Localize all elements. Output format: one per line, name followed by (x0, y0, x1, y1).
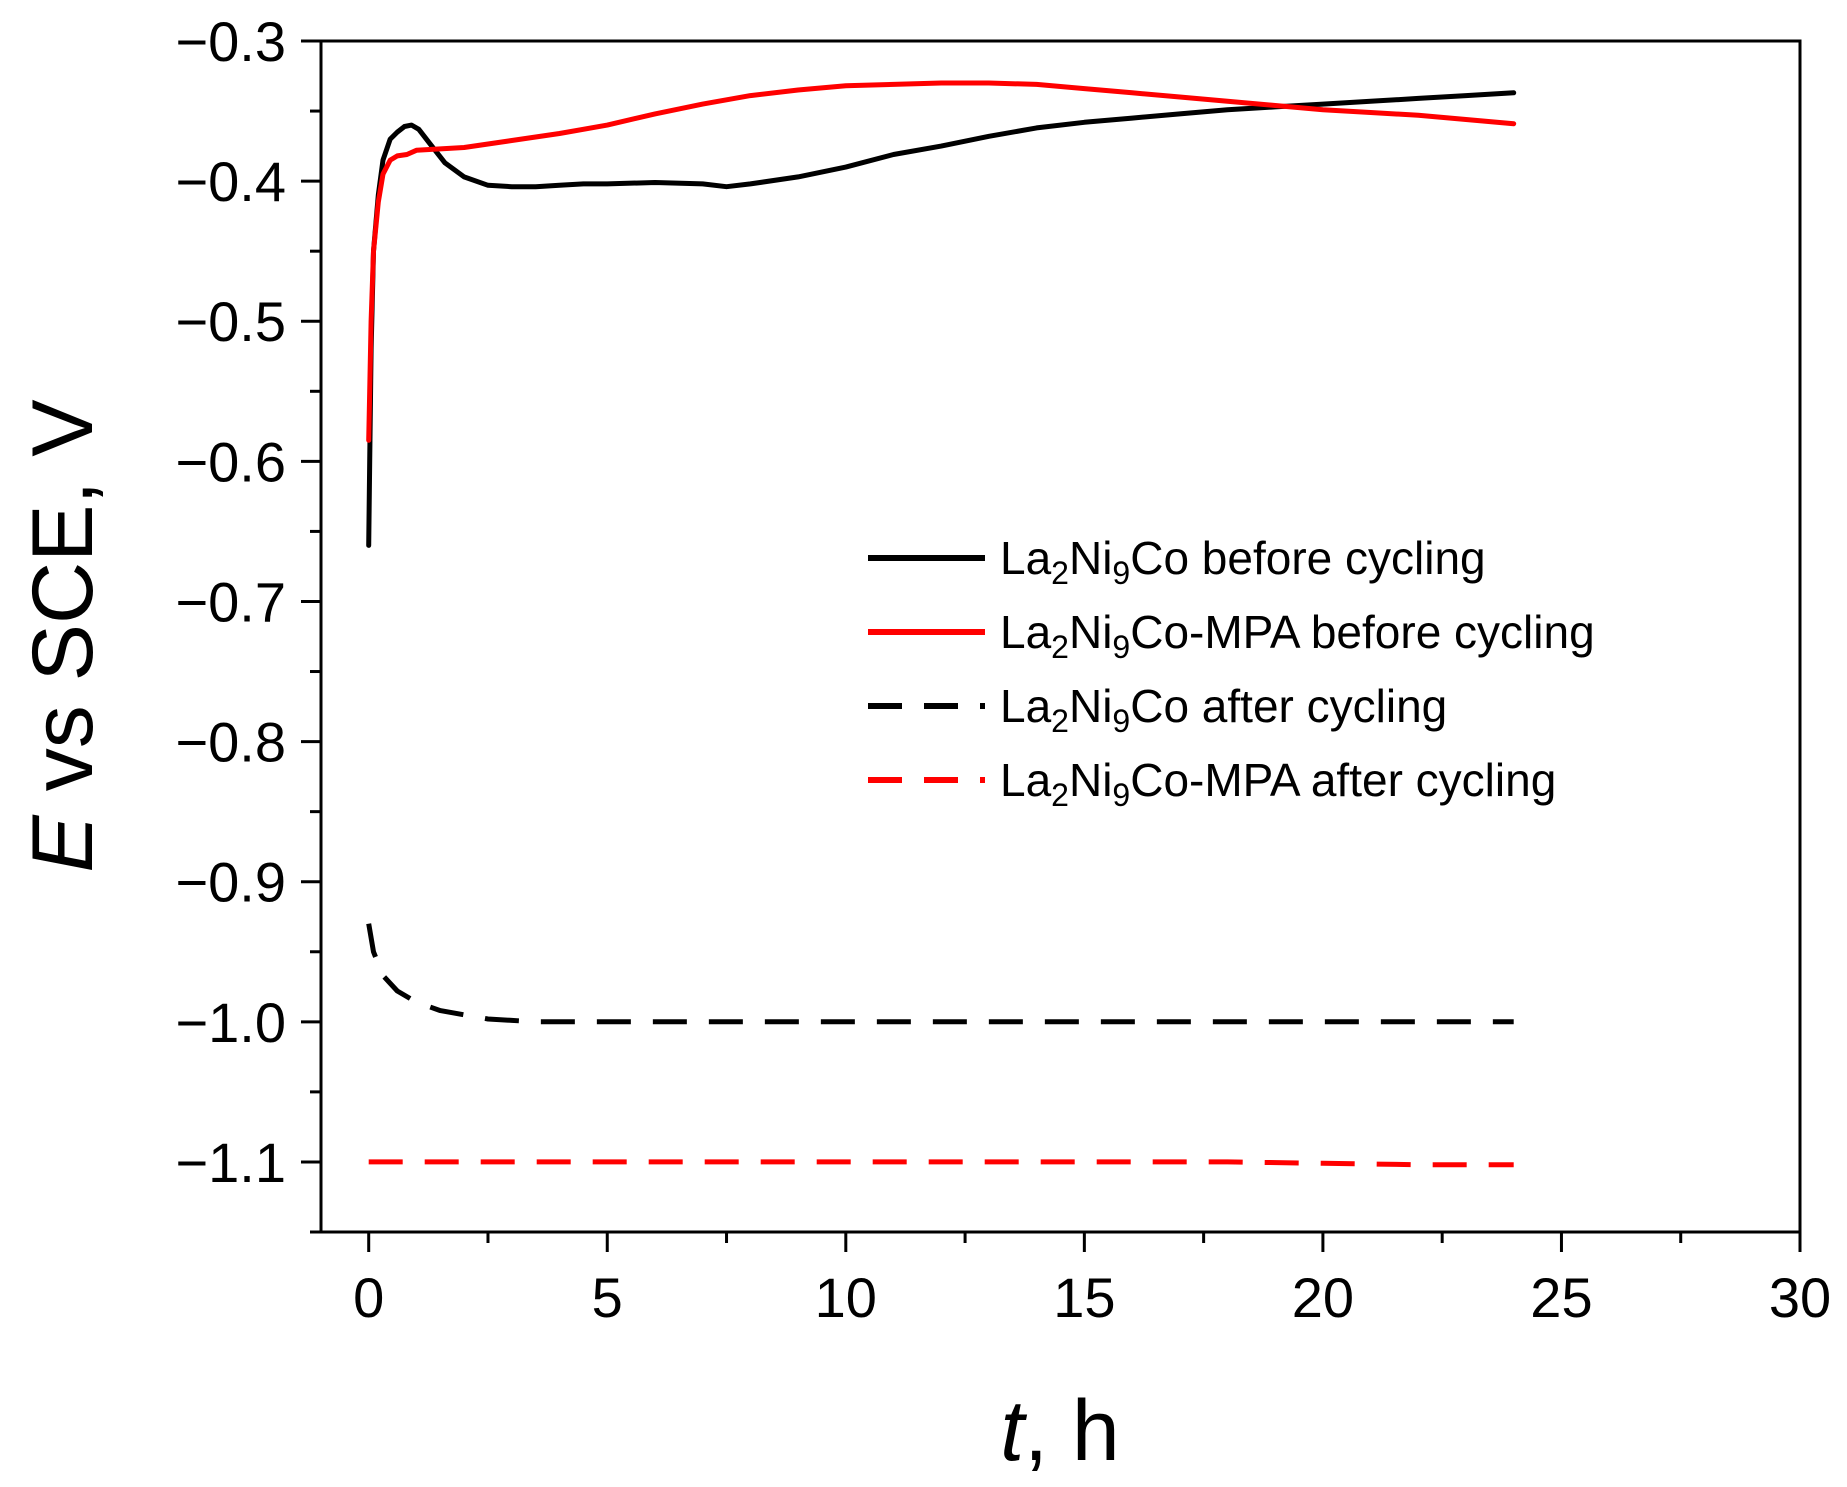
x-axis-unit: , h (1024, 1383, 1120, 1479)
legend-label-part: Co after cycling (1130, 680, 1447, 732)
legend-label-2: La2Ni9Co-MPA before cycling (1000, 606, 1595, 665)
x-tick-label: 15 (1053, 1266, 1115, 1329)
x-axis-variable: t (1000, 1383, 1027, 1479)
legend-label-part: 9 (1112, 777, 1130, 813)
x-tick-label: 0 (353, 1266, 384, 1329)
y-tick-label: −0.9 (175, 851, 286, 914)
legend-label-part: La (1000, 754, 1052, 806)
y-tick-label: −1.1 (175, 1131, 286, 1194)
legend-label-part: Ni (1069, 532, 1112, 584)
legend-label-part: Ni (1069, 680, 1112, 732)
x-tick-label: 10 (815, 1266, 877, 1329)
legend-label-part: La (1000, 532, 1052, 584)
legend-label-part: Ni (1069, 754, 1112, 806)
series-line-4 (368, 1159, 1514, 1168)
y-axis-variable: E (15, 814, 111, 873)
legend-label-part: 2 (1051, 555, 1069, 591)
y-tick-label: −0.3 (175, 10, 286, 73)
y-axis-title: E vs SCE, V (15, 399, 111, 872)
series-line-1 (366, 90, 1517, 548)
tick-labels: 0 5 10 15 20 25 30 −0.3 −0.4 −0.5 −0.6 −0.7 −0.8 −0.9… (175, 10, 1831, 1329)
legend-label-part: Co-MPA before cycling (1130, 606, 1594, 658)
legend-label-part: 9 (1112, 629, 1130, 665)
plot-area (319, 39, 1802, 1234)
legend-label-part: 9 (1112, 555, 1130, 591)
y-tick-label: −0.5 (175, 290, 286, 353)
x-tick-label: 30 (1769, 1266, 1831, 1329)
y-tick-label: −0.6 (175, 430, 286, 493)
y-tick-label: −1.0 (175, 991, 286, 1054)
x-axis-title: t, h (1000, 1383, 1120, 1479)
y-tick-label: −0.4 (175, 150, 286, 213)
legend-label-part: Co-MPA after cycling (1130, 754, 1556, 806)
legend-label-part: La (1000, 680, 1052, 732)
x-tick-label: 5 (592, 1266, 623, 1329)
legend-label-part: Ni (1069, 606, 1112, 658)
legend-label-part: Co before cycling (1130, 532, 1485, 584)
series-layer (366, 80, 1517, 1168)
y-tick-label: −0.7 (175, 570, 286, 633)
legend-label-4: La2Ni9Co-MPA after cycling (1000, 754, 1556, 813)
legend-label-3: La2Ni9Co after cycling (1000, 680, 1447, 739)
series-line-2 (366, 80, 1517, 443)
y-axis-unit: vs SCE, V (15, 399, 111, 815)
legend-label-part: 2 (1051, 703, 1069, 739)
legend-label-part: 2 (1051, 777, 1069, 813)
y-tick-label: −0.8 (175, 711, 286, 774)
legend-label-part: La (1000, 606, 1052, 658)
legend-label-1: La2Ni9Co before cycling (1000, 532, 1486, 591)
x-tick-label: 20 (1292, 1266, 1354, 1329)
legend-label-part: 2 (1051, 629, 1069, 665)
major-ticks (301, 39, 1802, 1252)
series-line-3 (366, 923, 1514, 1025)
x-tick-label: 25 (1530, 1266, 1592, 1329)
minor-ticks (310, 109, 1683, 1243)
legend-label-part: 9 (1112, 703, 1130, 739)
